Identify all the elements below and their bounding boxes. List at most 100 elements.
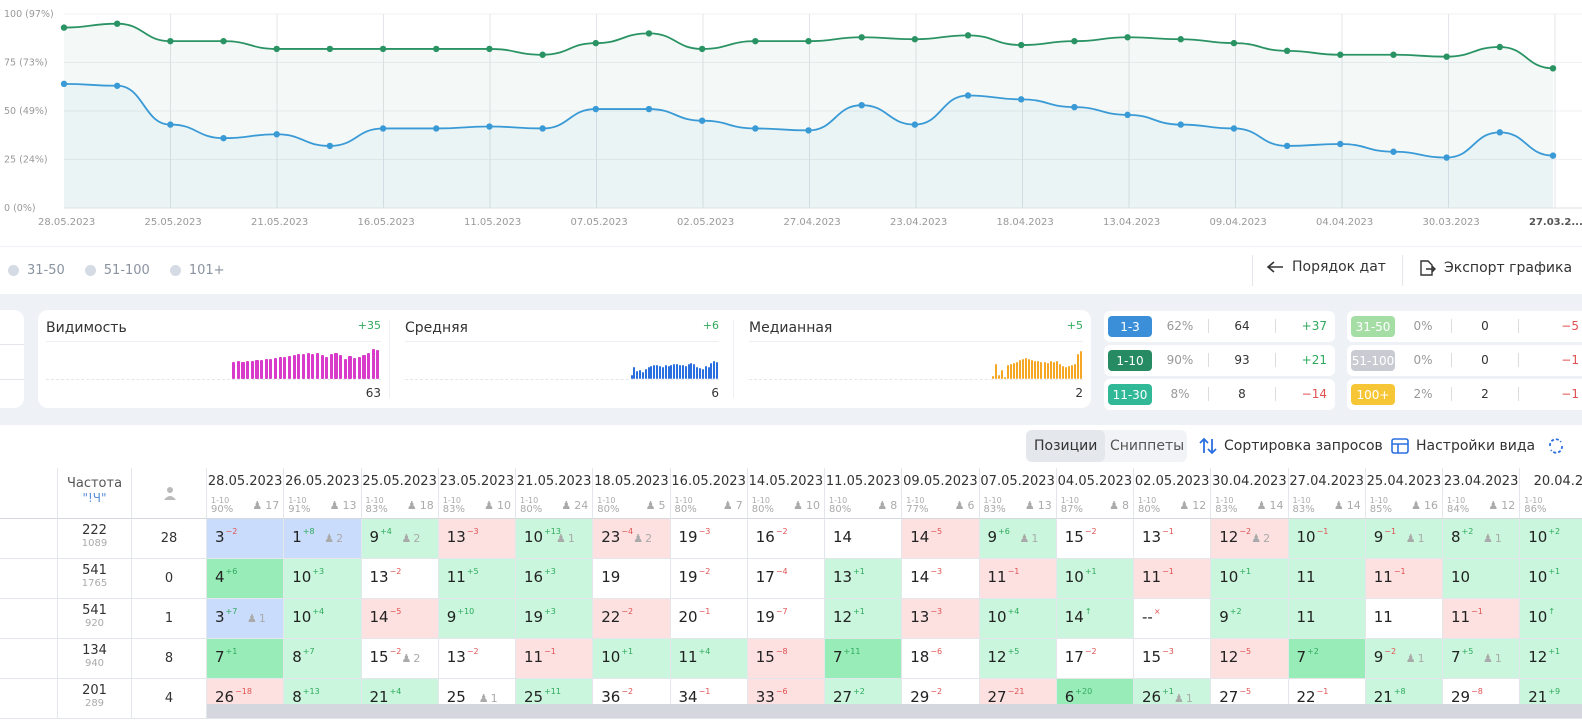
position-cell[interactable]: 10+3	[284, 559, 362, 599]
data-point[interactable]	[1124, 111, 1131, 119]
position-cell[interactable]: 22−2	[593, 599, 671, 639]
position-cell[interactable]: 16+3	[516, 559, 594, 599]
data-point[interactable]	[592, 39, 599, 47]
position-cell[interactable]: 12+5	[979, 639, 1057, 679]
distribution-row-1-3[interactable]: 1-3 62% 64 +37	[1104, 311, 1335, 342]
position-cell[interactable]: 23−4 ♟ 2	[593, 519, 671, 559]
position-cell[interactable]: 19+3	[516, 599, 594, 639]
position-cell[interactable]: 10+1	[1211, 559, 1289, 599]
date-column-header[interactable]: 09.05.2023 1-10 77% ♟ 6	[902, 468, 980, 519]
position-cell[interactable]: 10−1	[1288, 519, 1366, 559]
date-column-header[interactable]: 11.05.2023 1-10 80% ♟ 8	[825, 468, 903, 519]
data-point[interactable]	[379, 125, 387, 132]
position-cell[interactable]: 11−1	[1443, 599, 1521, 639]
position-cell[interactable]: 14−3	[902, 559, 980, 599]
position-cell[interactable]: 14−5	[361, 599, 439, 639]
data-point[interactable]	[1443, 154, 1450, 161]
position-cell[interactable]: 9+6 ♟ 1	[979, 519, 1057, 559]
position-cell[interactable]: 17−2	[1056, 639, 1134, 679]
date-order-button[interactable]: Порядок дат	[1266, 259, 1386, 275]
position-cell[interactable]: 15−8	[747, 639, 825, 679]
position-cell[interactable]: 17−4	[747, 559, 825, 599]
position-cell[interactable]: 11−1	[979, 559, 1057, 599]
data-point[interactable]	[1443, 53, 1450, 60]
data-point[interactable]	[113, 20, 121, 27]
data-point[interactable]	[1230, 39, 1238, 47]
date-column-header[interactable]: 02.05.2023 1-10 80% ♟ 12	[1134, 468, 1212, 519]
position-cell[interactable]: 16−2	[747, 519, 825, 559]
data-point[interactable]	[1177, 36, 1184, 43]
position-cell[interactable]: 4+6	[207, 559, 285, 599]
position-cell[interactable]: 3+7 ♟ 1	[207, 599, 285, 639]
data-point[interactable]	[1230, 125, 1238, 132]
sort-queries-button[interactable]: Сортировка запросов	[1198, 432, 1383, 460]
position-cell[interactable]: 7+11	[825, 639, 903, 679]
position-cell[interactable]: 3−2	[207, 519, 285, 559]
data-point[interactable]	[698, 45, 706, 53]
position-cell[interactable]: 15−3	[1134, 639, 1212, 679]
distribution-row-11-30[interactable]: 11-30 8% 8 −14	[1104, 379, 1335, 410]
position-cell[interactable]: 13−3	[902, 599, 980, 639]
data-point[interactable]	[273, 131, 280, 138]
date-column-header[interactable]: 26.05.2023 1-10 91% ♟ 13	[284, 468, 362, 519]
position-cell[interactable]: 20−1	[670, 599, 748, 639]
query-cell[interactable]	[0, 519, 58, 559]
position-cell[interactable]: 18−6	[902, 639, 980, 679]
data-point[interactable]	[858, 101, 865, 109]
data-point[interactable]	[752, 125, 759, 132]
data-point[interactable]	[911, 36, 919, 43]
tab-positions[interactable]: Позиции	[1026, 430, 1106, 462]
date-column-header[interactable]: 27.04.2023 1-10 83% ♟ 14	[1288, 468, 1366, 519]
position-cell[interactable]: 10+1	[1056, 559, 1134, 599]
data-point[interactable]	[1549, 65, 1557, 72]
data-point[interactable]	[1390, 148, 1397, 155]
query-cell[interactable]	[0, 599, 58, 639]
position-cell[interactable]: 10+2	[1520, 519, 1582, 559]
data-point[interactable]	[220, 134, 227, 142]
legend-item[interactable]: 31-50	[8, 263, 65, 278]
data-point[interactable]	[379, 45, 387, 53]
data-point[interactable]	[1018, 96, 1025, 103]
data-point[interactable]	[1337, 140, 1344, 148]
data-point[interactable]	[220, 37, 227, 45]
position-cell[interactable]: 9−1 ♟ 1	[1365, 519, 1443, 559]
query-cell[interactable]	[0, 639, 58, 679]
data-point[interactable]	[326, 142, 334, 150]
data-point[interactable]	[60, 80, 68, 88]
legend-item[interactable]: 101+	[169, 263, 225, 278]
tab-snippets[interactable]: Сниппеты	[1110, 430, 1184, 462]
position-cell[interactable]: 7+1	[207, 639, 285, 679]
export-chart-button[interactable]: Экспорт графика	[1418, 259, 1572, 277]
position-cell[interactable]: --×	[1134, 599, 1212, 639]
data-point[interactable]	[326, 45, 334, 53]
position-cell[interactable]: 11−1	[1134, 559, 1212, 599]
data-point[interactable]	[805, 37, 812, 45]
position-cell[interactable]: 9+4 ♟ 2	[361, 519, 439, 559]
position-cell[interactable]: 8+7	[284, 639, 362, 679]
position-cell[interactable]: 13−2	[438, 639, 516, 679]
data-point[interactable]	[805, 127, 812, 134]
data-point[interactable]	[592, 105, 599, 113]
position-cell[interactable]: 10+13 ♟ 1	[516, 519, 594, 559]
data-point[interactable]	[1496, 43, 1504, 51]
position-cell[interactable]: 10↑	[1520, 599, 1582, 639]
data-point[interactable]	[433, 45, 440, 53]
position-cell[interactable]: 13−3	[438, 519, 516, 559]
data-point[interactable]	[752, 37, 759, 45]
data-point[interactable]	[964, 92, 972, 99]
data-point[interactable]	[1018, 41, 1025, 49]
date-column-header[interactable]: 21.05.2023 1-10 80% ♟ 24	[516, 468, 594, 519]
data-point[interactable]	[1549, 152, 1557, 159]
data-point[interactable]	[167, 37, 174, 45]
position-cell[interactable]: 9+10	[438, 599, 516, 639]
data-point[interactable]	[858, 34, 865, 41]
position-cell[interactable]: 19−2	[670, 559, 748, 599]
refresh-button[interactable]	[1546, 432, 1566, 460]
position-cell[interactable]: 12+1	[1520, 639, 1582, 679]
data-point[interactable]	[433, 125, 440, 132]
position-cell[interactable]: 10	[1443, 559, 1521, 599]
query-cell[interactable]	[0, 559, 58, 599]
date-column-header[interactable]: 07.05.2023 1-10 83% ♟ 13	[979, 468, 1057, 519]
data-point[interactable]	[539, 51, 546, 58]
position-cell[interactable]: 10+4	[979, 599, 1057, 639]
